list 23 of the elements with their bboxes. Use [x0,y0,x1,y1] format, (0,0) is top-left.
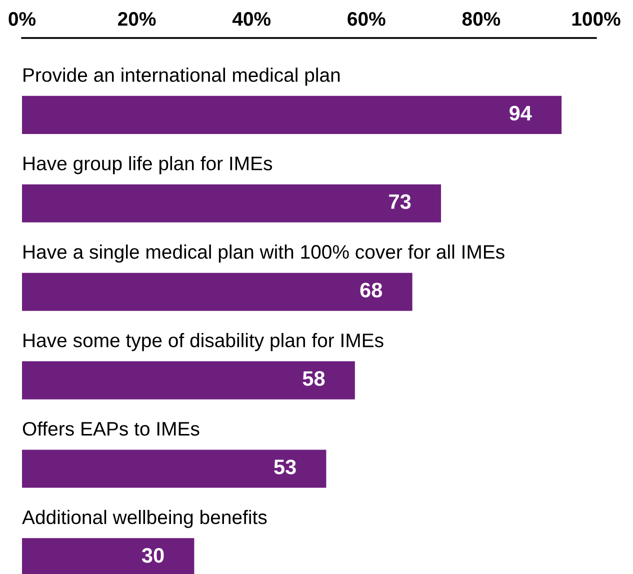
bar [22,96,562,134]
data-label: 30 [142,548,164,563]
y-tick-label: Additional wellbeing benefits [22,510,267,528]
x-tick-label: 40% [232,12,271,26]
x-tick-label: 0% [8,12,36,26]
y-tick-label: Have a single medical plan with 100% cover for all IMEs [24,244,504,263]
x-tick-label: 60% [348,12,386,26]
x-tick-label: 100% [572,12,620,26]
bar [22,361,355,400]
y-tick-label: Offers EAPs to IMEs [22,421,200,436]
bar [22,450,326,488]
y-tick-label: Provide an international medical plan [24,68,340,86]
bar [22,184,442,222]
data-label: 53 [274,460,296,474]
y-tick-label: Have group life plan for IMEs [24,156,272,174]
x-tick-label: 80% [462,12,500,26]
data-label: 68 [360,282,382,298]
data-label: 94 [510,106,532,121]
data-label: 73 [389,194,411,210]
x-tick-label: 20% [118,12,156,26]
bar [22,272,412,311]
y-tick-label: Have some type of disability plan for IMEs [24,332,384,352]
data-label: 58 [302,371,325,386]
